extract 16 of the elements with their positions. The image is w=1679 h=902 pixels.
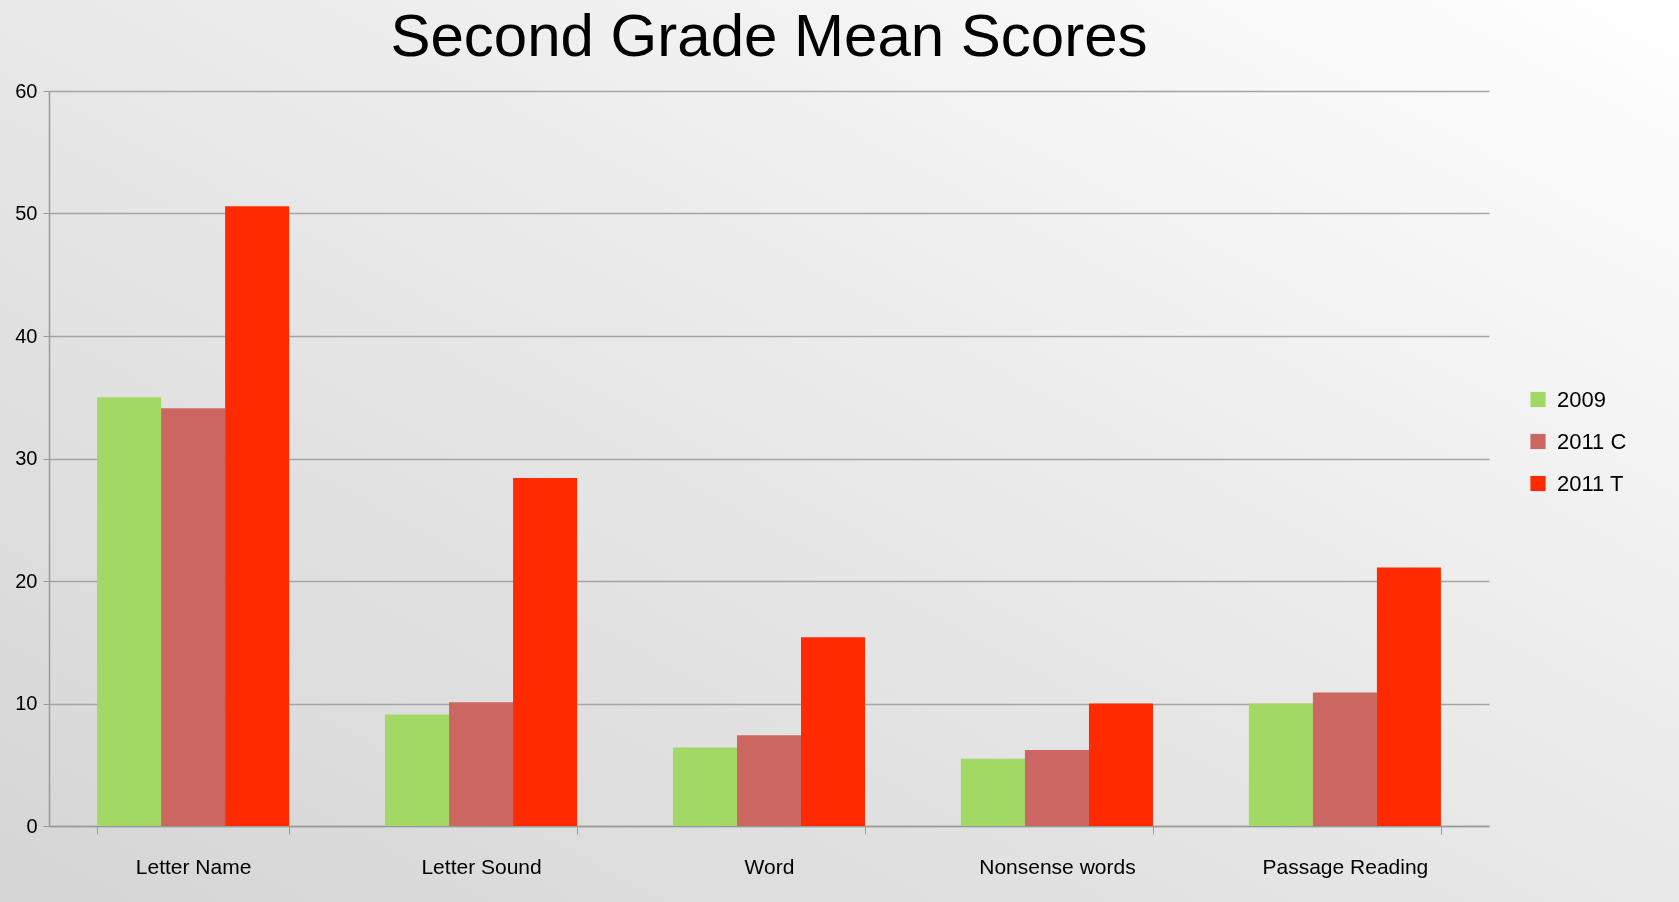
x-tick-label: Word xyxy=(744,854,795,878)
y-tick-label: 0 xyxy=(26,814,38,837)
y-tick-label: 60 xyxy=(15,79,38,102)
x-tick-label: Letter Sound xyxy=(421,854,542,878)
x-tick-label: Nonsense words xyxy=(979,854,1136,878)
y-tick-label: 50 xyxy=(15,202,38,224)
x-tick-label: Passage Reading xyxy=(1262,854,1429,878)
x-tick-label: Letter Name xyxy=(135,854,252,878)
legend-label: 2011 C xyxy=(1557,428,1627,454)
y-tick-label: 20 xyxy=(15,569,38,592)
legend-label: 2009 xyxy=(1557,386,1606,412)
y-tick-label: 30 xyxy=(15,447,38,469)
chart-title: Second Grade Mean Scores xyxy=(390,2,1148,69)
legend-label: 2011 T xyxy=(1557,470,1624,496)
y-tick-label: 40 xyxy=(15,324,38,347)
y-tick-label: 10 xyxy=(15,692,38,714)
